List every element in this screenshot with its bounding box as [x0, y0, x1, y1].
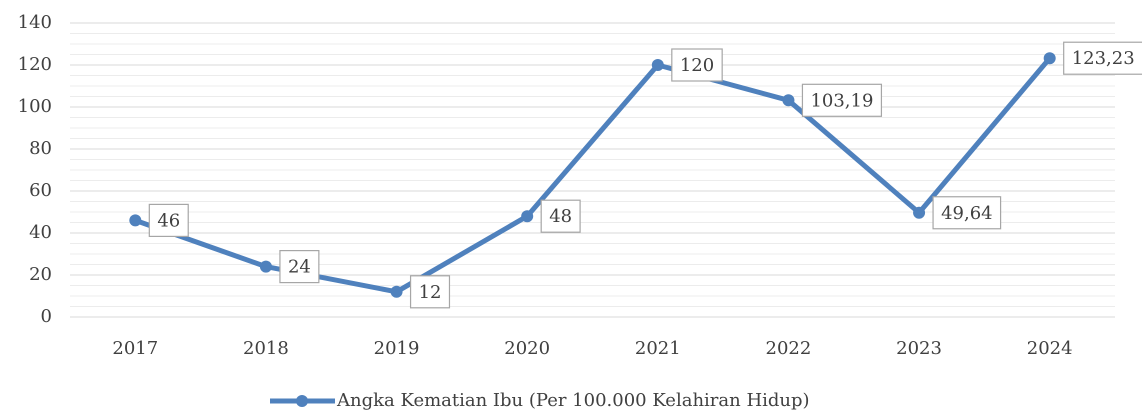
marker — [129, 214, 142, 227]
x-tick-label: 2017 — [112, 338, 158, 359]
marker — [259, 260, 272, 273]
line — [134, 56, 1052, 295]
y-tick-label: 140 — [18, 12, 52, 33]
value-label-box — [932, 196, 1002, 230]
value-label-box — [801, 83, 883, 117]
value-label: 103,19 — [810, 90, 873, 111]
x-tick-label: 2019 — [374, 338, 420, 359]
value-label: 123,23 — [1072, 48, 1135, 69]
x-tick-label: 2023 — [896, 338, 942, 359]
x-tick-label: 2024 — [1027, 338, 1073, 359]
y-tick-label: 100 — [18, 96, 52, 117]
marker — [782, 94, 795, 107]
value-label: 48 — [549, 206, 572, 227]
x-tick-label: 2020 — [504, 338, 550, 359]
value-label: 46 — [157, 210, 180, 231]
y-tick-label: 20 — [29, 264, 52, 285]
value-label-box — [1063, 41, 1142, 75]
marker — [521, 210, 534, 223]
value-label-box — [279, 250, 320, 284]
y-tick-label: 80 — [29, 138, 52, 159]
value-label-box — [148, 203, 189, 237]
value-label-box — [540, 199, 581, 233]
y-tick-label: 120 — [18, 54, 52, 75]
x-tick-label: 2021 — [635, 338, 681, 359]
value-label: 120 — [680, 55, 714, 76]
marker — [1043, 52, 1056, 65]
x-tick-label: 2018 — [243, 338, 289, 359]
marker — [913, 206, 926, 219]
x-tick-label: 2022 — [766, 338, 812, 359]
value-label-box — [671, 48, 723, 82]
y-tick-label: 0 — [41, 306, 52, 327]
marker — [651, 59, 664, 71]
value-label: 49,64 — [941, 203, 993, 224]
y-tick-label: 60 — [29, 180, 52, 201]
value-label: 12 — [419, 282, 442, 303]
legend-label: Angka Kematian Ibu (Per 100.000 Kelahira… — [336, 390, 810, 411]
legend-marker — [296, 395, 308, 407]
value-label-box — [409, 275, 451, 309]
value-label: 24 — [288, 257, 311, 278]
marker — [390, 285, 403, 298]
y-tick-label: 40 — [29, 222, 52, 243]
